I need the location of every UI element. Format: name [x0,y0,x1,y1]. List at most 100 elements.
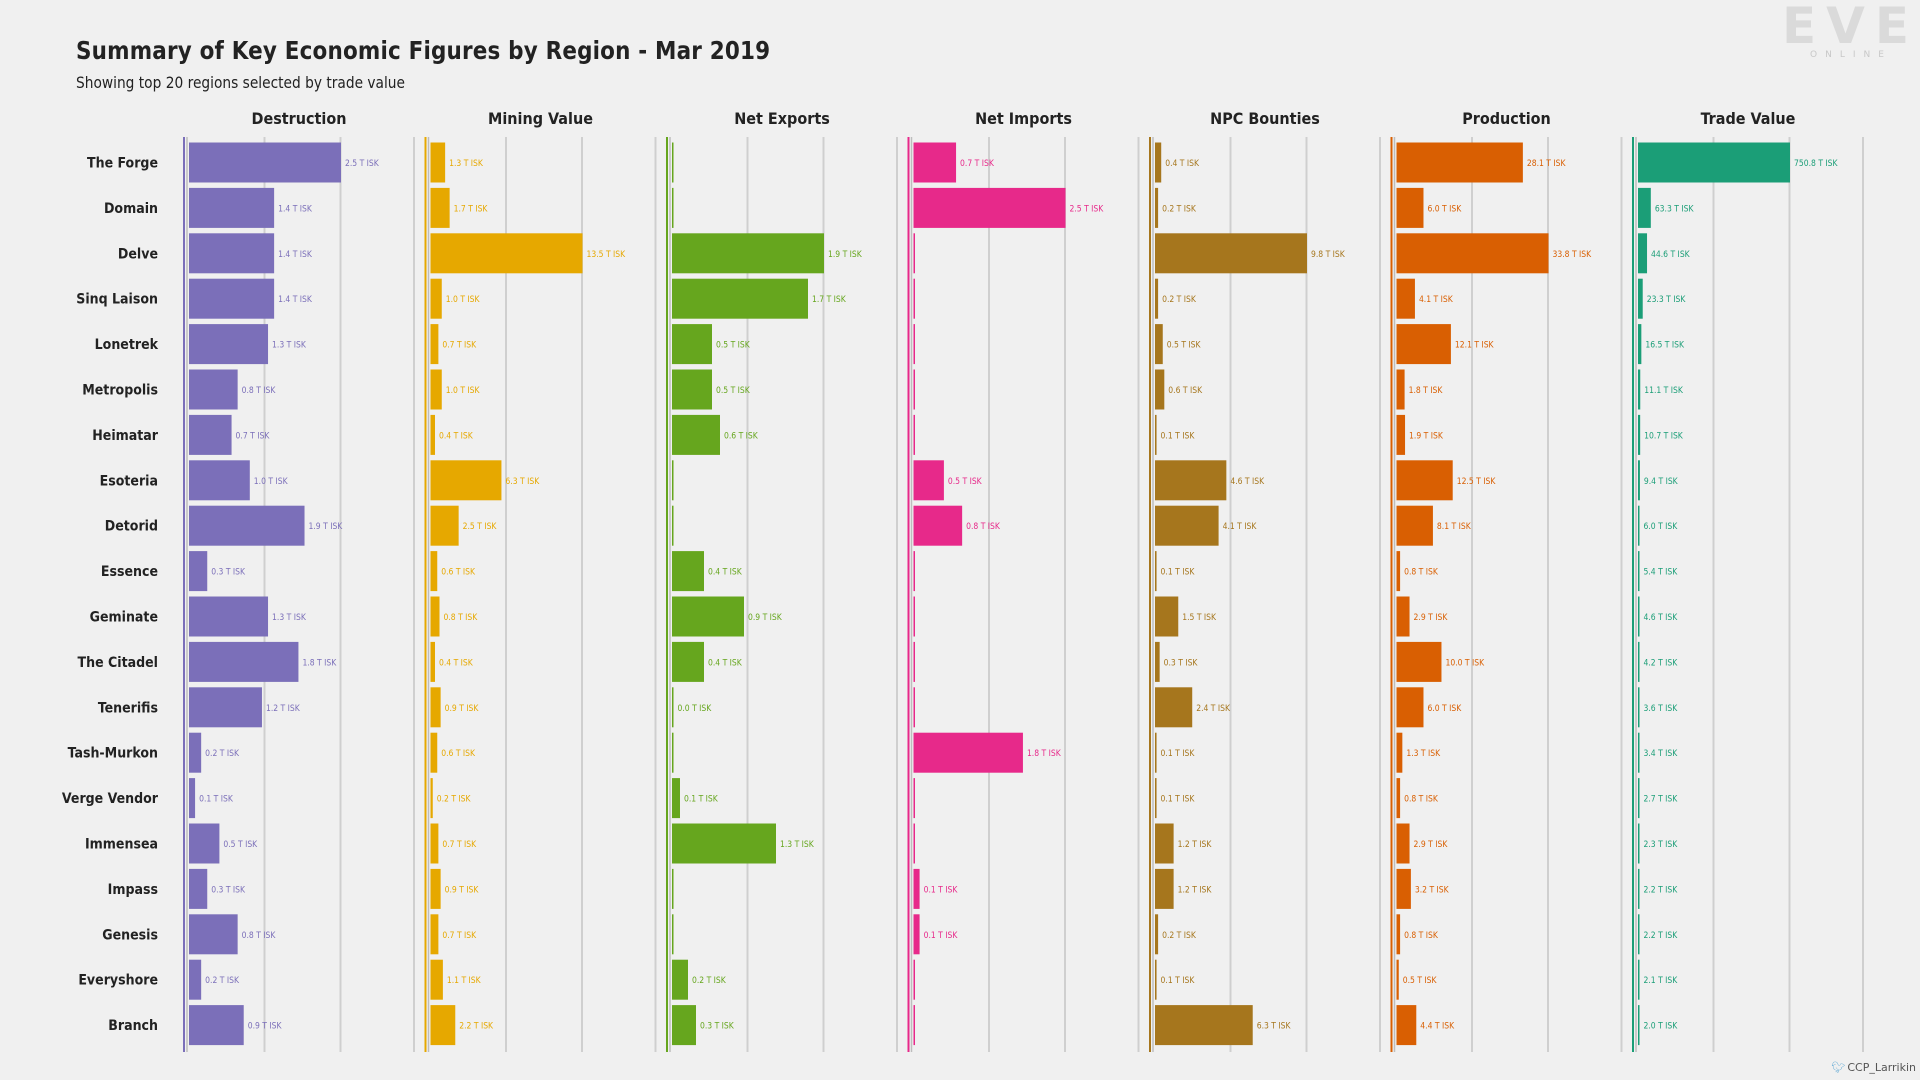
bar-mining-value-genesis [430,914,439,955]
bar-production-sinq-laison [1396,278,1415,319]
bar-trade-value-the-forge [1638,142,1790,183]
bar-npc-bounties-genesis [1155,914,1159,955]
value-label-npc-bounties-tash-murkon: 0.1 T ISK [1161,749,1196,759]
value-label-net-exports-heimatar: 0.6 T ISK [724,431,759,441]
bar-trade-value-impass [1638,868,1640,909]
bar-npc-bounties-the-citadel [1155,641,1160,682]
value-label-trade-value-esoteria: 9.4 T ISK [1644,477,1679,487]
bar-mining-value-branch [430,1005,456,1046]
bar-mining-value-metropolis [430,369,442,410]
value-label-trade-value-domain: 63.3 T ISK [1655,204,1695,214]
bar-production-domain [1396,187,1424,228]
bar-net-imports-verge-vendor [913,778,915,819]
bar-production-esoteria [1396,460,1453,501]
value-label-destruction-impass: 0.3 T ISK [211,885,246,895]
bar-net-imports-the-citadel [913,641,915,682]
bar-net-imports-domain [913,187,1066,228]
bar-destruction-immensea [189,823,220,864]
eve-online-logo: EVE ONLINE [1782,0,1920,60]
region-label-essence: Essence [101,564,158,580]
value-label-mining-value-delve: 13.5 T ISK [587,250,627,260]
value-label-mining-value-heimatar: 0.4 T ISK [439,431,474,441]
value-label-destruction-the-forge: 2.5 T ISK [345,159,380,169]
region-label-domain: Domain [104,201,158,217]
region-label-branch: Branch [108,1018,158,1034]
value-label-mining-value-impass: 0.9 T ISK [445,885,480,895]
bar-npc-bounties-metropolis [1155,369,1165,410]
bar-net-imports-sinq-laison [913,278,915,319]
value-label-trade-value-verge-vendor: 2.7 T ISK [1644,795,1679,805]
value-label-production-genesis: 0.8 T ISK [1404,931,1439,941]
value-label-net-exports-sinq-laison: 1.7 T ISK [812,295,847,305]
region-label-heimatar: Heimatar [92,428,159,444]
twitter-icon: 🐦︎ [1831,1061,1846,1074]
value-label-destruction-domain: 1.4 T ISK [278,204,313,214]
value-label-destruction-verge-vendor: 0.1 T ISK [199,795,234,805]
bar-npc-bounties-esoteria [1155,460,1227,501]
bar-mining-value-immensea [430,823,439,864]
value-label-destruction-tash-murkon: 0.2 T ISK [205,749,240,759]
bar-npc-bounties-heimatar [1155,414,1157,455]
value-label-net-exports-geminate: 0.9 T ISK [748,613,783,623]
value-label-production-the-forge: 28.1 T ISK [1527,159,1567,169]
value-label-destruction-esoteria: 1.0 T ISK [254,477,289,487]
value-label-mining-value-immensea: 0.7 T ISK [442,840,477,850]
bar-net-exports-essence [672,551,704,592]
region-label-delve: Delve [118,246,158,262]
value-label-net-exports-essence: 0.4 T ISK [708,568,743,578]
bar-mining-value-tash-murkon [430,732,438,773]
bar-trade-value-metropolis [1638,369,1641,410]
value-label-net-imports-detorid: 0.8 T ISK [966,522,1001,532]
value-label-trade-value-tash-murkon: 3.4 T ISK [1644,749,1679,759]
bar-net-exports-branch [672,1005,696,1046]
bar-trade-value-tash-murkon [1638,732,1640,773]
author-handle: CCP_Larrikin [1847,1061,1916,1074]
region-label-esoteria: Esoteria [100,473,158,489]
bar-npc-bounties-sinq-laison [1155,278,1159,319]
bar-trade-value-heimatar [1638,414,1641,455]
bar-production-branch [1396,1005,1417,1046]
value-label-production-lonetrek: 12.1 T ISK [1455,341,1495,351]
region-label-impass: Impass [108,882,158,898]
value-label-destruction-geminate: 1.3 T ISK [272,613,307,623]
bar-npc-bounties-impass [1155,868,1174,909]
value-label-net-imports-domain: 2.5 T ISK [1070,204,1105,214]
bar-npc-bounties-geminate [1155,596,1179,637]
bar-net-imports-everyshore [913,959,915,1000]
bar-production-tenerifis [1396,687,1424,728]
value-label-destruction-tenerifis: 1.2 T ISK [266,704,301,714]
value-label-destruction-sinq-laison: 1.4 T ISK [278,295,313,305]
value-label-destruction-the-citadel: 1.8 T ISK [302,658,337,668]
value-label-trade-value-everyshore: 2.1 T ISK [1644,976,1679,986]
value-label-production-domain: 6.0 T ISK [1427,204,1462,214]
bar-net-imports-branch [913,1005,915,1046]
region-label-detorid: Detorid [105,519,158,535]
chart-title: Summary of Key Economic Figures by Regio… [76,36,771,65]
value-label-mining-value-detorid: 2.5 T ISK [463,522,498,532]
value-label-production-the-citadel: 10.0 T ISK [1445,658,1485,668]
value-label-trade-value-branch: 2.0 T ISK [1644,1022,1679,1032]
column-header-production: Production [1462,109,1551,128]
bar-production-the-forge [1396,142,1523,183]
bar-npc-bounties-everyshore [1155,959,1157,1000]
value-label-mining-value-tenerifis: 0.9 T ISK [445,704,480,714]
value-label-net-exports-verge-vendor: 0.1 T ISK [684,795,719,805]
region-label-immensea: Immensea [85,837,158,853]
value-label-npc-bounties-branch: 6.3 T ISK [1257,1022,1292,1032]
value-label-trade-value-sinq-laison: 23.3 T ISK [1647,295,1687,305]
bar-net-exports-tenerifis [672,687,674,728]
value-label-npc-bounties-esoteria: 4.6 T ISK [1230,477,1265,487]
value-label-mining-value-everyshore: 1.1 T ISK [447,976,482,986]
region-label-geminate: Geminate [90,610,158,626]
logo-main-text: EVE [1782,0,1920,55]
bar-net-imports-delve [913,233,915,274]
value-label-npc-bounties-tenerifis: 2.4 T ISK [1196,704,1231,714]
value-label-production-sinq-laison: 4.1 T ISK [1419,295,1454,305]
bar-trade-value-domain [1638,187,1651,228]
value-label-production-everyshore: 0.5 T ISK [1403,976,1438,986]
region-label-tash-murkon: Tash-Murkon [68,746,158,762]
bar-trade-value-everyshore [1638,959,1640,1000]
bar-trade-value-the-citadel [1638,641,1640,682]
bar-net-imports-geminate [913,596,915,637]
bar-mining-value-esoteria [430,460,502,501]
